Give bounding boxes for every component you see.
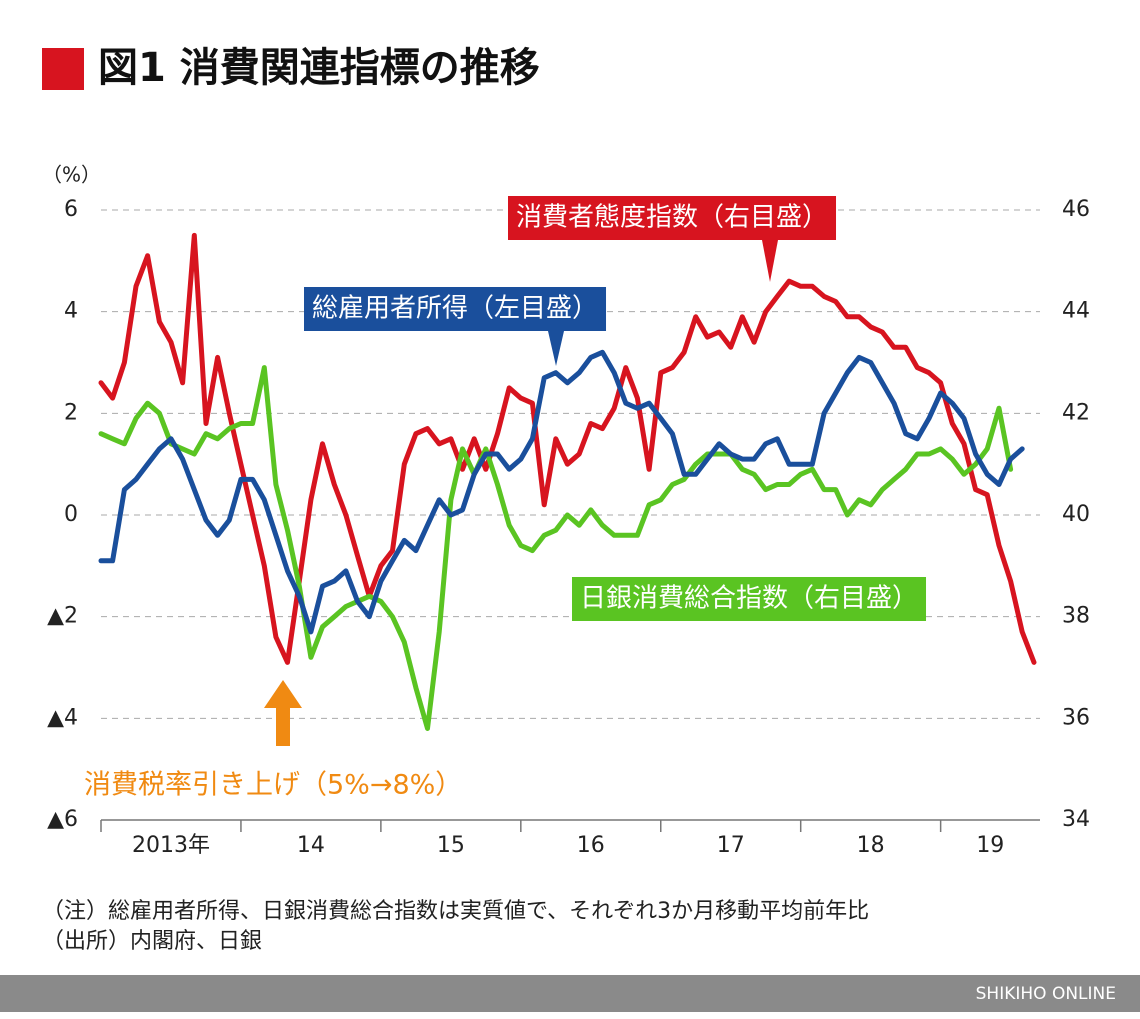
y2-tick-label: 34 [1062,807,1090,832]
legend-label: 消費者態度指数（右目盛） [516,203,828,233]
x-tick-label: 17 [717,833,745,858]
y-axis-label: （%） [42,163,101,187]
legend-pointer [652,577,668,578]
legend-entry [304,287,607,366]
legend-label: 日銀消費総合指数（右目盛） [580,584,918,614]
annotation-arrow [264,680,302,746]
y2-tick-label: 36 [1062,705,1090,730]
x-tick-label: 2013年 [132,833,210,858]
series-line [98,365,1014,731]
footer: SHIKIHO ONLINE [976,984,1116,1004]
footer-bar [0,975,1140,1012]
x-tick-label: 15 [437,833,465,858]
legend-box [508,196,837,240]
legend-box [304,287,607,331]
y-tick-label: ▲2 [47,604,78,629]
y2-tick-label: 44 [1062,299,1090,324]
note: （注）総雇用者所得、日銀消費総合指数は実質値で、それぞれ3か月移動平均前年比 [42,899,869,924]
legend-label: 総雇用者所得（左目盛） [312,294,598,324]
y-tick-label: 4 [64,299,78,324]
legend-box [572,577,927,621]
annotation: 消費税率引き上げ（5%→8%） [84,770,462,801]
y-tick-label: ▲4 [47,705,78,730]
y-tick-label: 0 [64,502,78,527]
x-tick-label: 16 [577,833,605,858]
y2-tick-label: 40 [1062,502,1090,527]
y-tick-label: 2 [64,400,78,425]
title-marker [42,48,84,90]
y-tick-label: ▲6 [47,807,78,832]
x-tick-label: 14 [297,833,325,858]
x-tick-label: 18 [857,833,885,858]
y2-tick-label: 38 [1062,604,1090,629]
y-tick-label: 6 [64,197,78,222]
series-line [98,349,1025,635]
x-tick-label: 19 [976,833,1004,858]
series-line [98,232,1037,665]
legend-entry [572,577,927,621]
legend-pointer [548,331,564,366]
y2-tick-label: 42 [1062,400,1090,425]
y2-tick-label: 46 [1062,197,1090,222]
legend-pointer [762,240,778,282]
source: （出所）内閣府、日銀 [42,929,262,954]
chart-title: 図1 消費関連指標の推移 [98,45,540,91]
legend-entry [508,196,837,282]
